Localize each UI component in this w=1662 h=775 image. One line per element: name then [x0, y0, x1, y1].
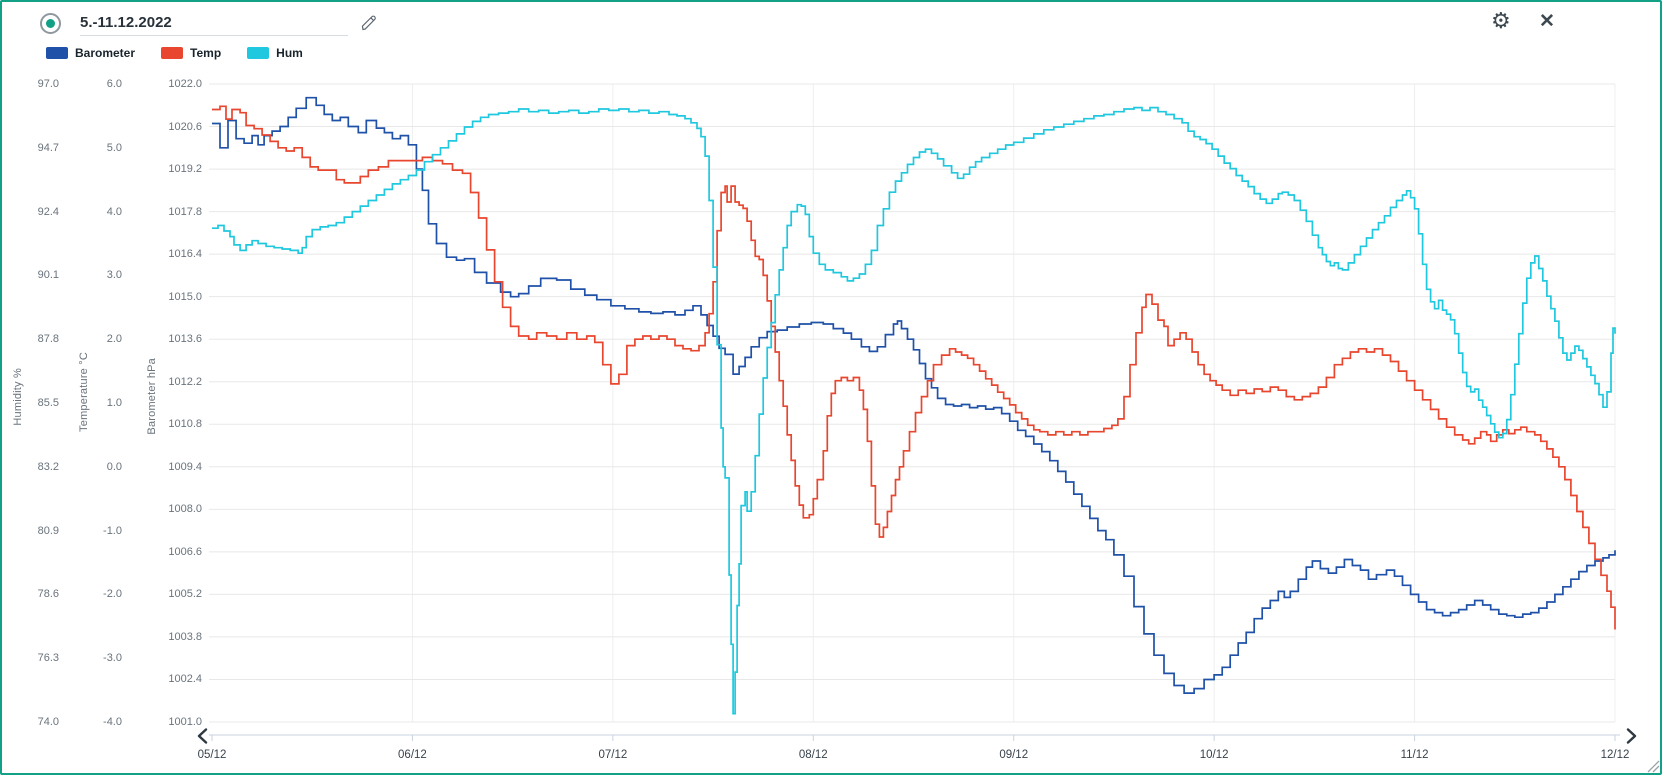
y-tick-barometer: 1008.0 [168, 503, 202, 516]
y-tick-barometer: 1019.2 [168, 163, 202, 176]
x-tick-label: 09/12 [999, 749, 1029, 761]
x-tick-label: 10/12 [1199, 749, 1229, 761]
y-tick-barometer: 1015.0 [168, 290, 202, 303]
legend-label: Barometer [75, 46, 136, 60]
y-tick-barometer: 1005.2 [168, 588, 202, 601]
y-tick-temperature: -2.0 [103, 588, 122, 601]
date-range-title[interactable]: 5.-11.12.2022 [80, 14, 172, 31]
y-tick-humidity: 85.5 [37, 397, 59, 409]
y-tick-humidity: 92.4 [37, 205, 59, 218]
y-tick-humidity: 97.0 [37, 78, 59, 90]
series-line-hum [212, 106, 1616, 715]
y-tick-barometer: 1006.6 [168, 545, 202, 558]
legend-item-hum[interactable]: Hum [247, 46, 303, 60]
y-tick-barometer: 1009.4 [168, 460, 202, 473]
y-tick-temperature: 3.0 [106, 269, 122, 282]
resize-handle-icon[interactable] [1644, 759, 1660, 773]
prev-period-button[interactable] [196, 728, 210, 744]
y-tick-temperature: 1.0 [106, 397, 122, 409]
x-tick-label: 06/12 [398, 749, 427, 761]
y-tick-humidity: 87.8 [37, 333, 59, 346]
settings-gear-icon[interactable]: ⚙ [1491, 8, 1511, 33]
y-tick-temperature: 0.0 [106, 460, 122, 473]
close-icon[interactable]: ✕ [1539, 11, 1555, 32]
legend-label: Hum [276, 46, 303, 60]
legend-label: Temp [190, 46, 222, 60]
x-tick-label: 12/12 [1600, 749, 1630, 761]
y-tick-temperature: 6.0 [106, 78, 122, 90]
y-tick-barometer: 1022.0 [168, 78, 202, 90]
y-tick-humidity: 74.0 [37, 716, 59, 728]
y-tick-temperature: 4.0 [106, 205, 122, 218]
radio-icon[interactable] [40, 13, 61, 34]
next-period-button[interactable] [1624, 728, 1638, 744]
title-input-underline [80, 35, 348, 36]
y-tick-barometer: 1002.4 [168, 673, 202, 686]
x-tick-label: 05/12 [197, 749, 227, 761]
y-tick-barometer: 1012.2 [168, 375, 202, 388]
y-tick-humidity: 78.6 [37, 588, 59, 601]
x-tick-label: 11/12 [1400, 749, 1429, 761]
y-tick-temperature: -3.0 [103, 652, 122, 665]
legend-swatch-hum [247, 47, 270, 59]
y-tick-barometer: 1016.4 [168, 248, 202, 261]
y-tick-barometer: 1013.6 [168, 333, 202, 346]
y-tick-humidity: 83.2 [37, 460, 59, 473]
legend: Barometer Temp Hum [46, 46, 303, 60]
y-tick-barometer: 1003.8 [168, 630, 202, 643]
legend-item-temp[interactable]: Temp [161, 46, 221, 60]
radio-dot [46, 19, 55, 28]
y-tick-temperature: 2.0 [106, 333, 122, 346]
x-tick-label: 08/12 [798, 749, 828, 761]
y-tick-humidity: 76.3 [37, 652, 59, 665]
y-tick-humidity: 80.9 [37, 524, 59, 537]
y-tick-temperature: -4.0 [103, 716, 122, 728]
series-line-barometer [212, 96, 1616, 694]
y-tick-barometer: 1017.8 [168, 205, 202, 218]
y-tick-temperature: 5.0 [106, 141, 122, 154]
y-tick-humidity: 90.1 [37, 269, 59, 282]
legend-swatch-temp [161, 47, 184, 59]
legend-item-barometer[interactable]: Barometer [46, 46, 135, 60]
edit-pencil-icon[interactable] [358, 12, 378, 32]
y-tick-barometer: 1010.8 [168, 418, 202, 431]
x-tick-label: 07/12 [598, 749, 628, 761]
y-tick-humidity: 94.7 [37, 141, 59, 154]
y-tick-temperature: -1.0 [103, 524, 122, 537]
y-tick-barometer: 1001.0 [168, 716, 202, 728]
y-tick-barometer: 1020.6 [168, 120, 202, 133]
series-line-temp [212, 105, 1616, 630]
legend-swatch-barometer [46, 47, 68, 59]
